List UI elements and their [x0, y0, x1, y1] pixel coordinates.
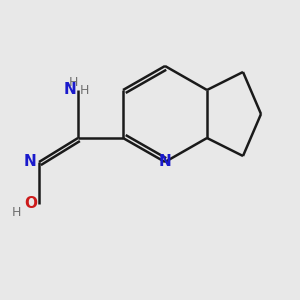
Text: H: H: [80, 83, 89, 97]
Text: N: N: [159, 154, 171, 169]
Text: N: N: [64, 82, 76, 98]
Text: H: H: [12, 206, 21, 220]
Text: O: O: [25, 196, 38, 211]
Text: N: N: [23, 154, 36, 169]
Text: H: H: [69, 76, 78, 89]
